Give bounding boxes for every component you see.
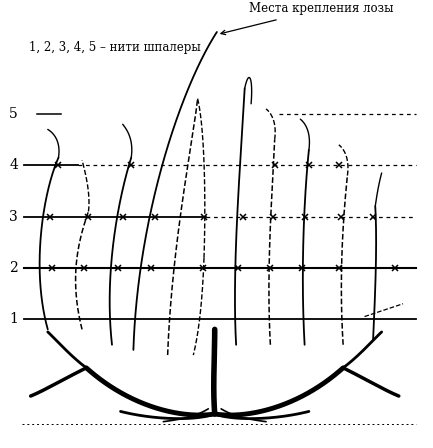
Text: 1: 1 — [9, 312, 18, 326]
Text: 4: 4 — [9, 158, 18, 172]
Text: 1, 2, 3, 4, 5 – нити шпалеры: 1, 2, 3, 4, 5 – нити шпалеры — [29, 41, 200, 54]
Text: 5: 5 — [9, 107, 18, 121]
Text: 2: 2 — [9, 261, 18, 275]
Text: 3: 3 — [9, 210, 18, 224]
Text: Места крепления лозы: Места крепления лозы — [249, 2, 394, 15]
